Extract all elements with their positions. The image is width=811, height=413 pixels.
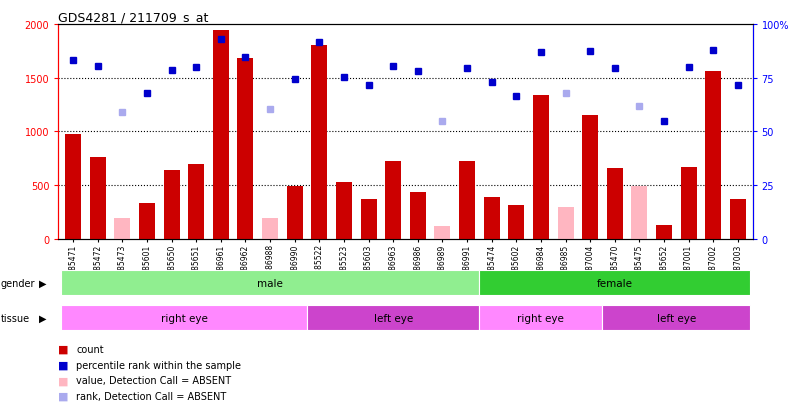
- Bar: [385, 161, 401, 240]
- Bar: [582, 116, 599, 240]
- Text: value, Detection Call = ABSENT: value, Detection Call = ABSENT: [76, 375, 231, 385]
- Bar: [483, 198, 500, 240]
- Bar: [680, 168, 697, 240]
- Text: GDS4281 / 211709_s_at: GDS4281 / 211709_s_at: [58, 11, 208, 24]
- Bar: [164, 171, 179, 240]
- Bar: [632, 187, 647, 240]
- Bar: [656, 225, 672, 240]
- Bar: [479, 271, 750, 295]
- Bar: [61, 271, 479, 295]
- Bar: [139, 203, 155, 240]
- Bar: [533, 96, 549, 240]
- Bar: [90, 158, 105, 240]
- Bar: [557, 207, 573, 240]
- Bar: [61, 306, 307, 330]
- Text: right eye: right eye: [517, 313, 564, 323]
- Bar: [706, 72, 721, 240]
- Bar: [311, 46, 328, 240]
- Text: ■: ■: [58, 360, 69, 370]
- Bar: [508, 205, 524, 240]
- Text: percentile rank within the sample: percentile rank within the sample: [76, 360, 241, 370]
- Text: left eye: left eye: [374, 313, 413, 323]
- Bar: [435, 227, 450, 240]
- Bar: [212, 31, 229, 240]
- Text: gender: gender: [1, 278, 36, 288]
- Bar: [188, 164, 204, 240]
- Bar: [307, 306, 479, 330]
- Bar: [336, 183, 352, 240]
- Text: female: female: [597, 278, 633, 288]
- Bar: [479, 306, 603, 330]
- Text: ■: ■: [58, 344, 69, 354]
- Text: ▶: ▶: [39, 313, 46, 323]
- Bar: [730, 200, 746, 240]
- Bar: [603, 306, 750, 330]
- Bar: [410, 192, 426, 240]
- Text: ▶: ▶: [39, 278, 46, 288]
- Text: right eye: right eye: [161, 313, 208, 323]
- Text: rank, Detection Call = ABSENT: rank, Detection Call = ABSENT: [76, 391, 226, 401]
- Bar: [459, 161, 475, 240]
- Bar: [607, 169, 623, 240]
- Bar: [65, 134, 81, 240]
- Text: count: count: [76, 344, 104, 354]
- Bar: [262, 218, 278, 240]
- Bar: [287, 187, 303, 240]
- Bar: [361, 200, 376, 240]
- Text: ■: ■: [58, 375, 69, 385]
- Text: ■: ■: [58, 391, 69, 401]
- Text: tissue: tissue: [1, 313, 30, 323]
- Text: male: male: [257, 278, 283, 288]
- Bar: [114, 218, 131, 240]
- Text: left eye: left eye: [657, 313, 696, 323]
- Bar: [238, 59, 254, 240]
